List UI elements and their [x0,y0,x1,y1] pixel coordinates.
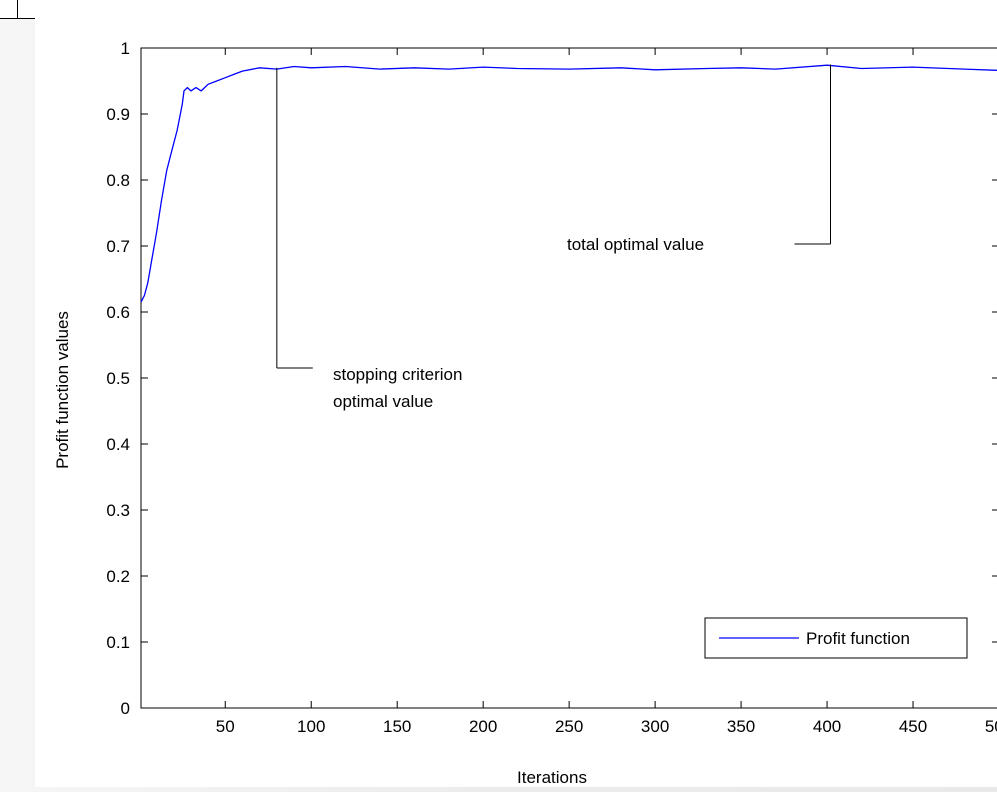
x-tick-label: 150 [383,717,411,736]
x-tick-label: 200 [469,717,497,736]
plot-area-box [140,47,997,709]
top-strip [0,0,997,19]
legend: Profit function [704,617,968,659]
annotation-stopping-criterion-text: optimal value [333,392,433,411]
x-axis-ticks: 50 100 150 200 250 300 350 400 450 500 [216,48,997,736]
y-tick-label: 0.8 [106,171,130,190]
figure-panel: 50 100 150 200 250 300 350 400 450 500 0 0.1 0.2 0.3… [35,18,997,787]
y-tick-label: 1 [121,39,130,58]
chart-svg: 50 100 150 200 250 300 350 400 450 500 0 0.1 0.2 0.3… [53,39,997,787]
x-tick-label: 100 [297,717,325,736]
x-tick-label: 400 [813,717,841,736]
x-tick-label: 350 [727,717,755,736]
y-tick-label: 0.1 [106,633,130,652]
y-axis-label: Profit function values [53,311,72,469]
y-tick-label: 0.5 [106,369,130,388]
axes-frame [140,47,997,709]
y-tick-label: 0.7 [106,237,130,256]
annotation-total-optimal-text: total optimal value [567,235,704,254]
y-axis-ticks: 0 0.1 0.2 0.3 0.4 0.5 0.6 0.7 0.8 0.9 1 [106,39,997,718]
series-line-profit-function [140,64,997,303]
y-tick-label: 0.6 [106,303,130,322]
top-strip-edge [17,0,18,18]
x-tick-label: 50 [216,717,235,736]
annotation-layer: stopping criterion optimal value total opt… [276,64,831,411]
annotation-stopping-criterion-text: stopping criterion [333,365,462,384]
y-tick-label: 0 [121,699,130,718]
y-tick-label: 0.4 [106,435,130,454]
x-axis-label: Iterations [517,768,587,787]
x-tick-label: 450 [899,717,927,736]
legend-entry-profit-function: Profit function [806,629,910,648]
x-tick-label: 500 [985,717,997,736]
x-tick-label: 300 [641,717,669,736]
x-tick-label: 250 [555,717,583,736]
y-tick-label: 0.2 [106,567,130,586]
y-tick-label: 0.9 [106,105,130,124]
y-tick-label: 0.3 [106,501,130,520]
series-layer [140,64,997,303]
